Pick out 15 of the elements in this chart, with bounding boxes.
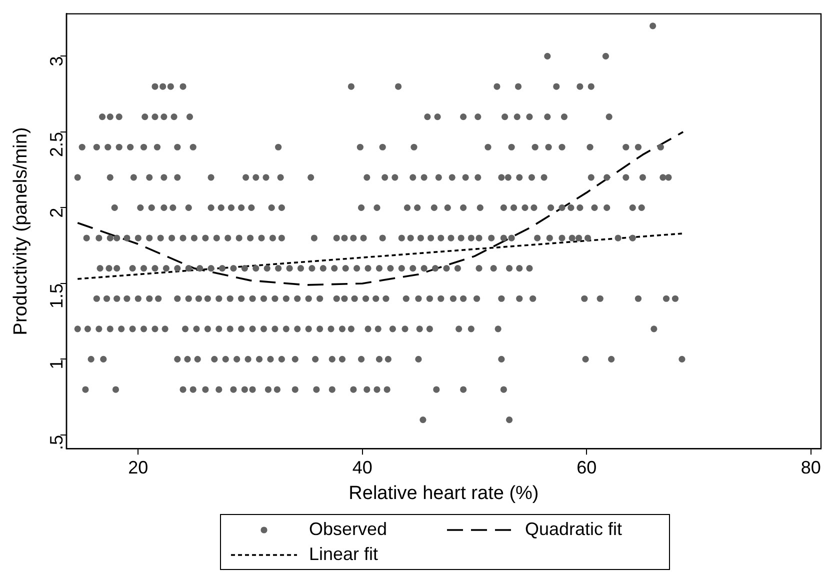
y-axis-title: Productivity (panels/min) (10, 127, 32, 336)
legend-label: Observed (309, 519, 388, 540)
y-tick-label: .5 (46, 434, 66, 450)
y-tick-label: 3 (46, 56, 66, 66)
y-tick-label: 2 (46, 208, 66, 218)
legend-label: Linear fit (309, 544, 378, 565)
x-axis-title: Relative heart rate (%) (348, 482, 539, 504)
x-tick-label: 20 (128, 457, 148, 478)
y-tick-label: 2.5 (46, 132, 66, 157)
legend-label: Quadratic fit (525, 519, 622, 540)
y-tick-label: 1 (46, 359, 66, 370)
x-tick-label: 40 (352, 457, 372, 478)
x-tick-label: 80 (800, 457, 821, 478)
x-tick-label: 60 (576, 457, 597, 478)
y-tick-label: 1.5 (46, 283, 66, 308)
